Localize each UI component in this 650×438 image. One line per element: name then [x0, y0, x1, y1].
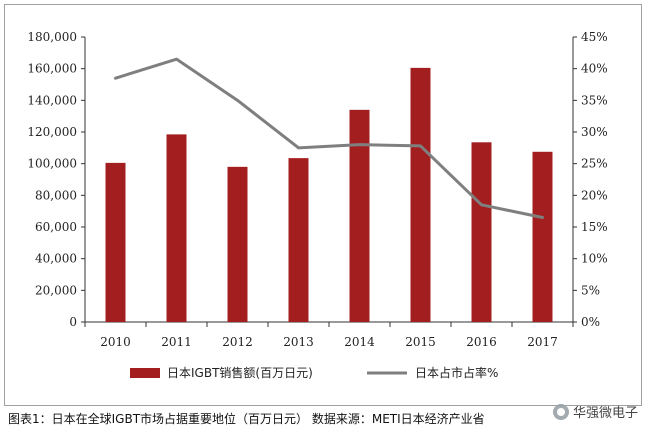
left-tick-label: 40,000 — [35, 252, 77, 266]
x-tick-label: 2017 — [527, 335, 558, 349]
right-tick-label: 10% — [581, 252, 608, 266]
line-market-share — [114, 57, 544, 219]
right-tick-label: 45% — [581, 30, 608, 44]
right-tick-label: 40% — [581, 62, 608, 76]
x-tick-label: 2010 — [100, 335, 131, 349]
figure-caption: 图表1：日本在全球IGBT市场占据重要地位（百万日元） 数据来源：METI日本经… — [8, 412, 485, 426]
left-tick-label: 80,000 — [35, 188, 77, 202]
x-tick-label: 2015 — [405, 335, 436, 349]
left-tick-label: 180,000 — [27, 30, 77, 44]
right-tick-label: 15% — [581, 220, 608, 234]
left-tick-label: 100,000 — [27, 157, 77, 171]
right-tick-label: 30% — [581, 125, 608, 139]
bar-sales — [410, 67, 431, 322]
chart-container: 0 20,000 40,000 60,000 80,000 100,000 120,000 1… — [4, 4, 642, 406]
left-tick-label: 160,000 — [27, 62, 77, 76]
left-tick-label: 20,000 — [35, 283, 77, 297]
x-tick-label: 2013 — [283, 335, 314, 349]
left-tick-label: 60,000 — [35, 220, 77, 234]
legend-label-sales: 日本IGBT销售额(百万日元) — [167, 365, 313, 380]
right-tick-label: 25% — [581, 157, 608, 171]
legend-label-share: 日本占市占率% — [415, 365, 498, 380]
right-tick-label: 20% — [581, 188, 608, 202]
right-tick-label: 5% — [581, 283, 600, 297]
bar-sales — [288, 158, 309, 322]
right-tick-label: 35% — [581, 93, 608, 107]
left-tick-label: 120,000 — [27, 125, 77, 139]
bar-sales — [166, 134, 187, 322]
legend-swatch-sales — [130, 368, 160, 378]
x-tick-label: 2012 — [222, 335, 253, 349]
x-tick-label: 2014 — [344, 335, 375, 349]
wechat-icon — [552, 403, 569, 420]
bar-sales — [471, 142, 492, 322]
left-tick-label: 140,000 — [27, 93, 77, 107]
bar-sales — [227, 166, 248, 322]
watermark-text: 华强微电子 — [572, 406, 638, 421]
x-tick-label: 2011 — [161, 335, 192, 349]
chart-svg: 0 20,000 40,000 60,000 80,000 100,000 120,000 1… — [27, 30, 608, 380]
right-tick-label: 0% — [581, 315, 600, 329]
bar-sales — [532, 151, 553, 322]
watermark: 华强微电子 — [552, 402, 638, 421]
bar-sales — [349, 109, 370, 322]
bar-sales — [105, 162, 126, 322]
x-tick-label: 2016 — [466, 335, 497, 349]
left-tick-label: 0 — [69, 315, 77, 329]
